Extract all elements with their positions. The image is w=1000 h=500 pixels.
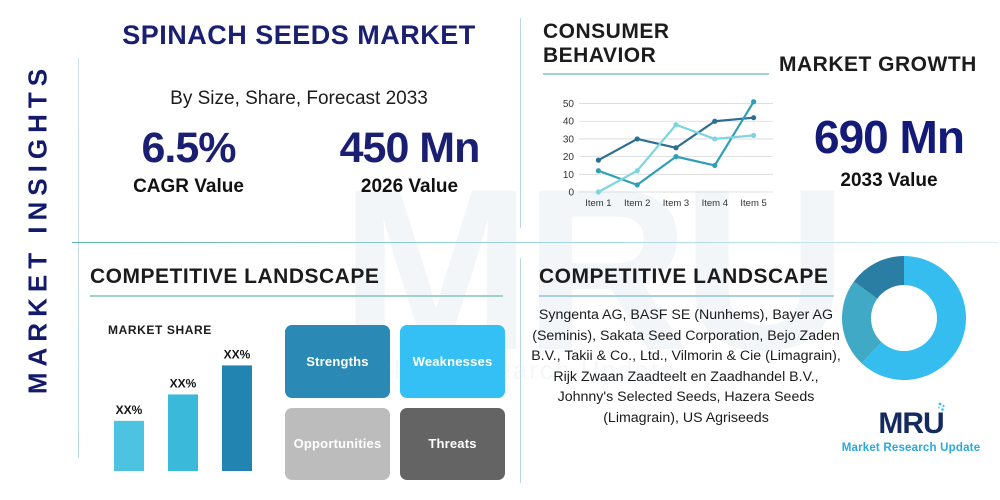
- page-subtitle: By Size, Share, Forecast 2033: [170, 88, 428, 109]
- mru-logo: MRU Market Research Update: [841, 402, 981, 456]
- swot-box-weaknesses[interactable]: Weaknesses: [400, 325, 505, 398]
- stat-2026-value: 450 Mn: [339, 124, 481, 172]
- svg-text:40: 40: [563, 117, 575, 128]
- vertical-divider-mid-top: [520, 18, 521, 228]
- swot-box-threats[interactable]: Threats: [400, 407, 505, 480]
- swot-label-opportunities: Opportunities: [293, 436, 382, 452]
- competitive-landscape-right-heading: COMPETITIVE LANDSCAPE: [539, 265, 834, 297]
- swot-label-strengths: Strengths: [306, 353, 369, 369]
- quadrant-bottom-left: COMPETITIVE LANDSCAPE MARKET SHARE XX% XX…: [78, 243, 520, 500]
- svg-text:10: 10: [563, 170, 575, 181]
- svg-text:Item 4: Item 4: [702, 198, 728, 209]
- background-watermark-tagline: Market Research Update: [343, 355, 677, 385]
- vertical-divider-mid-bottom: [520, 258, 521, 483]
- vertical-divider-left: [78, 58, 79, 458]
- quadrant-top-left: SPINACH SEEDS MARKET By Size, Share, For…: [78, 0, 520, 242]
- rail-label: MARKET INSIGHTS: [22, 62, 53, 395]
- svg-text:50: 50: [563, 99, 575, 110]
- consumer-behavior-heading: CONSUMER BEHAVIOR: [543, 20, 769, 75]
- svg-text:XX%: XX%: [170, 376, 197, 390]
- market-growth-label: 2033 Value: [840, 170, 938, 191]
- swot-label-threats: Threats: [428, 436, 477, 452]
- svg-text:0: 0: [568, 188, 574, 199]
- bar-chart-bars: [114, 365, 252, 471]
- stat-cagr-label: CAGR Value: [133, 176, 244, 197]
- svg-text:Item 2: Item 2: [624, 198, 650, 209]
- market-growth-heading: MARKET GROWTH: [779, 53, 977, 76]
- swot-box-opportunities[interactable]: Opportunities: [285, 407, 390, 480]
- svg-text:XX%: XX%: [116, 403, 143, 417]
- svg-text:20: 20: [563, 152, 575, 163]
- quadrant-top-right: CONSUMER BEHAVIOR MARKET GROWTH 690 Mn 2…: [521, 0, 1000, 242]
- market-share-donut-chart: [842, 256, 966, 380]
- line-chart-x-tick-labels: Item 1 Item 2 Item 3 Item 4 Item 5: [585, 198, 767, 209]
- horizontal-divider: [72, 242, 998, 243]
- svg-text:XX%: XX%: [224, 347, 251, 361]
- quadrant-bottom-right: COMPETITIVE LANDSCAPE Syngenta AG, BASF …: [521, 243, 1000, 500]
- logo-tagline: Market Research Update: [841, 442, 981, 454]
- donut-segments: [842, 256, 966, 380]
- stat-2026-label: 2026 Value: [360, 176, 459, 197]
- bar-chart-value-labels: XX% XX% XX%: [116, 347, 251, 416]
- line-chart-y-tick-labels: 0 10 20 30 40 50: [563, 99, 575, 198]
- stat-2026: 450 Mn 2026 Value: [299, 122, 520, 222]
- logo-mark: MRU: [878, 402, 945, 440]
- svg-text:Item 5: Item 5: [740, 198, 766, 209]
- svg-text:30: 30: [563, 134, 575, 145]
- company-list: Syngenta AG, BASF SE (Nunhems), Bayer AG…: [531, 307, 841, 426]
- swot-grid: Strengths Weaknesses Opportunities Threa…: [285, 325, 505, 480]
- market-share-label: MARKET SHARE: [108, 323, 212, 337]
- line-chart-series: [595, 99, 757, 195]
- left-rail: MARKET INSIGHTS: [0, 0, 78, 500]
- market-growth-value: 690 Mn: [814, 111, 965, 163]
- logo-droplet-icon: [937, 402, 945, 411]
- swot-label-weaknesses: Weaknesses: [412, 353, 493, 369]
- swot-box-strengths[interactable]: Strengths: [285, 325, 390, 398]
- stat-cagr-value: 6.5%: [141, 124, 236, 172]
- svg-text:Item 1: Item 1: [585, 198, 611, 209]
- market-share-bar-chart: XX% XX% XX%: [114, 347, 252, 471]
- competitive-landscape-left-heading: COMPETITIVE LANDSCAPE: [90, 265, 503, 297]
- svg-text:Item 3: Item 3: [663, 198, 689, 209]
- key-stats-row: 6.5% CAGR Value 450 Mn 2026 Value: [78, 122, 520, 222]
- page-title: SPINACH SEEDS MARKET: [122, 20, 476, 50]
- logo-mark-text: MRU: [878, 407, 944, 440]
- stat-cagr: 6.5% CAGR Value: [78, 122, 299, 222]
